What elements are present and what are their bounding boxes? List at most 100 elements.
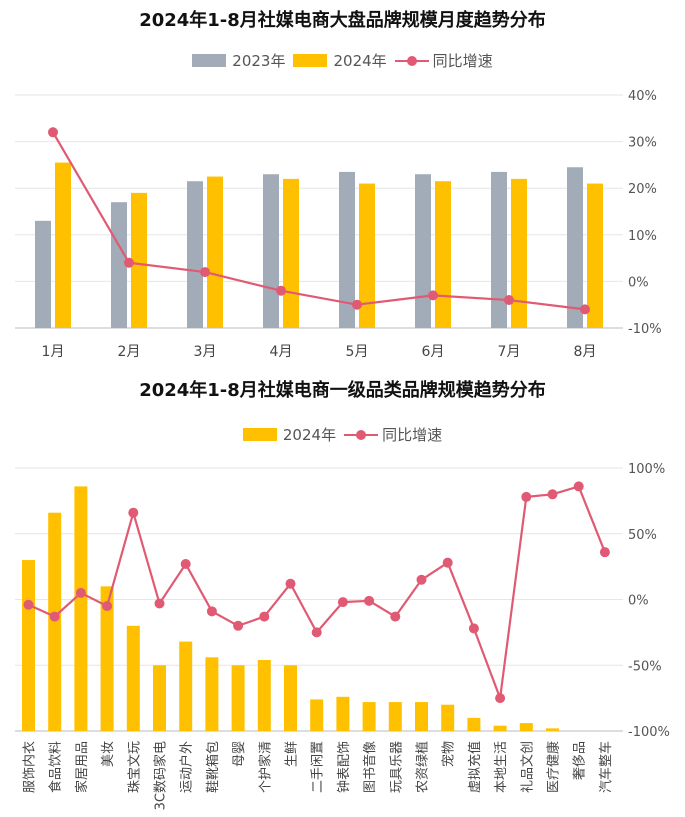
chart2-bar-2024 — [179, 641, 193, 731]
chart2-x-tick-label: 钟表配饰 — [336, 741, 352, 793]
chart1-bar-2023 — [491, 171, 507, 328]
legend2-item-2024: 2024年 — [242, 424, 336, 445]
chart1-growth-point — [124, 257, 134, 268]
chart2-growth-point — [599, 547, 610, 558]
chart2-growth-point — [180, 558, 191, 569]
chart2-bar-2024 — [388, 702, 402, 731]
chart1-bar-2024 — [283, 178, 299, 328]
chart1-bar-2023 — [339, 171, 355, 328]
chart1-bar-2023 — [415, 174, 431, 328]
chart2-x-tick-label: 医疗健康 — [546, 741, 562, 793]
chart1-growth-point — [200, 267, 210, 278]
chart2-growth-point — [337, 597, 348, 608]
chart2-x-tick-label: 汽车整车 — [598, 741, 614, 793]
chart2-growth-point — [102, 601, 113, 612]
chart1-right-tick-label: -10% — [628, 322, 662, 337]
chart1-x-tick-label: 3月 — [194, 344, 217, 360]
chart2-bar-2024 — [22, 560, 35, 731]
chart2-x-tick-label: 服饰内衣 — [22, 741, 38, 793]
chart2-x-tick-label: 本地生活 — [494, 741, 509, 793]
chart1-right-tick-label: 20% — [628, 182, 657, 197]
chart1-growth-line — [52, 131, 586, 311]
chart1-bar-2024 — [207, 176, 223, 328]
chart2-growth-point — [128, 507, 139, 518]
chart1-x-tick-label: 4月 — [270, 344, 293, 360]
chart2-growth-point — [49, 611, 60, 622]
chart2-growth-point — [75, 587, 86, 598]
chart2-bar-2024 — [493, 725, 507, 731]
chart1-bar-2024 — [55, 162, 71, 328]
chart1-right-tick-label: 0% — [628, 275, 649, 290]
chart2-x-tick-label: 图书音像 — [362, 741, 378, 793]
chart1-growth-point — [428, 290, 438, 301]
chart1-bar-2023 — [567, 167, 583, 328]
chart2-bar-2024 — [100, 586, 114, 731]
chart1-bar-2024 — [435, 181, 451, 328]
chart2-right-tick-label: 0% — [628, 594, 649, 609]
chart1-bar-2024 — [587, 183, 603, 328]
chart2-title: 2024年1-8月社媒电商一级品类品牌规模趋势分布 — [139, 380, 546, 401]
chart2-bar-2024 — [441, 704, 455, 731]
chart1-x-tick-label: 2月 — [118, 344, 141, 360]
chart1-x-tick-label: 5月 — [346, 344, 369, 360]
legend-swatch-2024 — [293, 54, 328, 67]
chart1-x-tick-label: 7月 — [498, 344, 521, 360]
chart2-growth-point — [154, 598, 165, 609]
chart2-x-tick-label: 宠物 — [441, 741, 457, 767]
chart1-x-tick-label: 1月 — [42, 344, 65, 360]
chart2-bar-2024 — [126, 625, 140, 731]
chart2-x-tick-label: 母婴 — [232, 741, 247, 767]
chart2-bar-2024 — [336, 696, 350, 731]
chart1-bar-2024 — [131, 192, 147, 328]
chart2-bar-2024 — [257, 659, 271, 731]
chart2-growth-point — [416, 574, 427, 585]
chart2-bar-2024 — [48, 512, 62, 731]
chart1-bar-2023 — [111, 202, 127, 328]
chart2-x-tick-label: 二手闲置 — [311, 741, 326, 793]
chart2-x-tick-label: 运动户外 — [179, 741, 195, 793]
chart1-growth-point — [276, 285, 286, 296]
chart1-x-tick-label: 6月 — [422, 344, 445, 360]
chart2-right-tick-label: 50% — [628, 528, 657, 543]
chart2-bar-2024 — [415, 702, 428, 731]
chart2-growth-point — [285, 578, 296, 589]
chart2-x-tick-label: 3C数码家电 — [153, 741, 169, 810]
chart2-growth-point — [547, 489, 558, 500]
chart2-growth-point — [495, 693, 506, 704]
chart2-growth-point — [206, 606, 217, 617]
legend-label-2023: 2023年 — [232, 52, 286, 70]
chart1-bar-2023 — [35, 220, 51, 328]
chart2-x-tick-label: 玩具乐器 — [389, 741, 404, 793]
chart1-bar-2024 — [511, 178, 527, 328]
chart2-x-tick-label: 生鲜 — [285, 741, 300, 767]
chart1-bar-2023 — [187, 181, 203, 328]
chart1-growth-point — [352, 299, 362, 310]
chart2-growth-point — [23, 599, 34, 610]
chart1-bar-2023 — [263, 174, 279, 328]
chart2-x-tick-label: 虚拟充值 — [467, 741, 483, 793]
legend2-item-growth: 同比增速 — [344, 424, 442, 445]
chart2-right-tick-label: 100% — [628, 462, 665, 477]
chart1-growth-point — [504, 295, 514, 306]
chart2-x-tick-label: 美妆 — [101, 741, 116, 767]
legend2-swatch-2024 — [242, 428, 277, 441]
legend-swatch-2023 — [192, 54, 227, 67]
chart2-bar-2024 — [362, 702, 376, 731]
chart2-bar-2024 — [74, 486, 88, 731]
legend2-label-growth: 同比增速 — [382, 426, 443, 444]
chart2-x-tick-label: 鞋靴箱包 — [205, 741, 221, 793]
chart1-x-tick-label: 8月 — [574, 344, 597, 360]
chart2-growth-point — [390, 611, 401, 622]
chart2-growth-point — [311, 627, 322, 638]
chart2-growth-point — [364, 595, 375, 606]
legend-item-2023: 2023年 — [192, 50, 285, 71]
chart1-bar-2024 — [359, 183, 375, 328]
chart2-growth-point — [521, 491, 532, 502]
chart2-bar-2024 — [467, 717, 481, 731]
chart1-growth-point — [580, 304, 590, 315]
chart2-bar-2024 — [205, 657, 219, 731]
chart2-x-tick-label: 礼品文创 — [519, 741, 535, 793]
chart1-legend: 2023年 2024年 同比增速 — [0, 50, 685, 71]
chart2-growth-point — [442, 557, 453, 568]
